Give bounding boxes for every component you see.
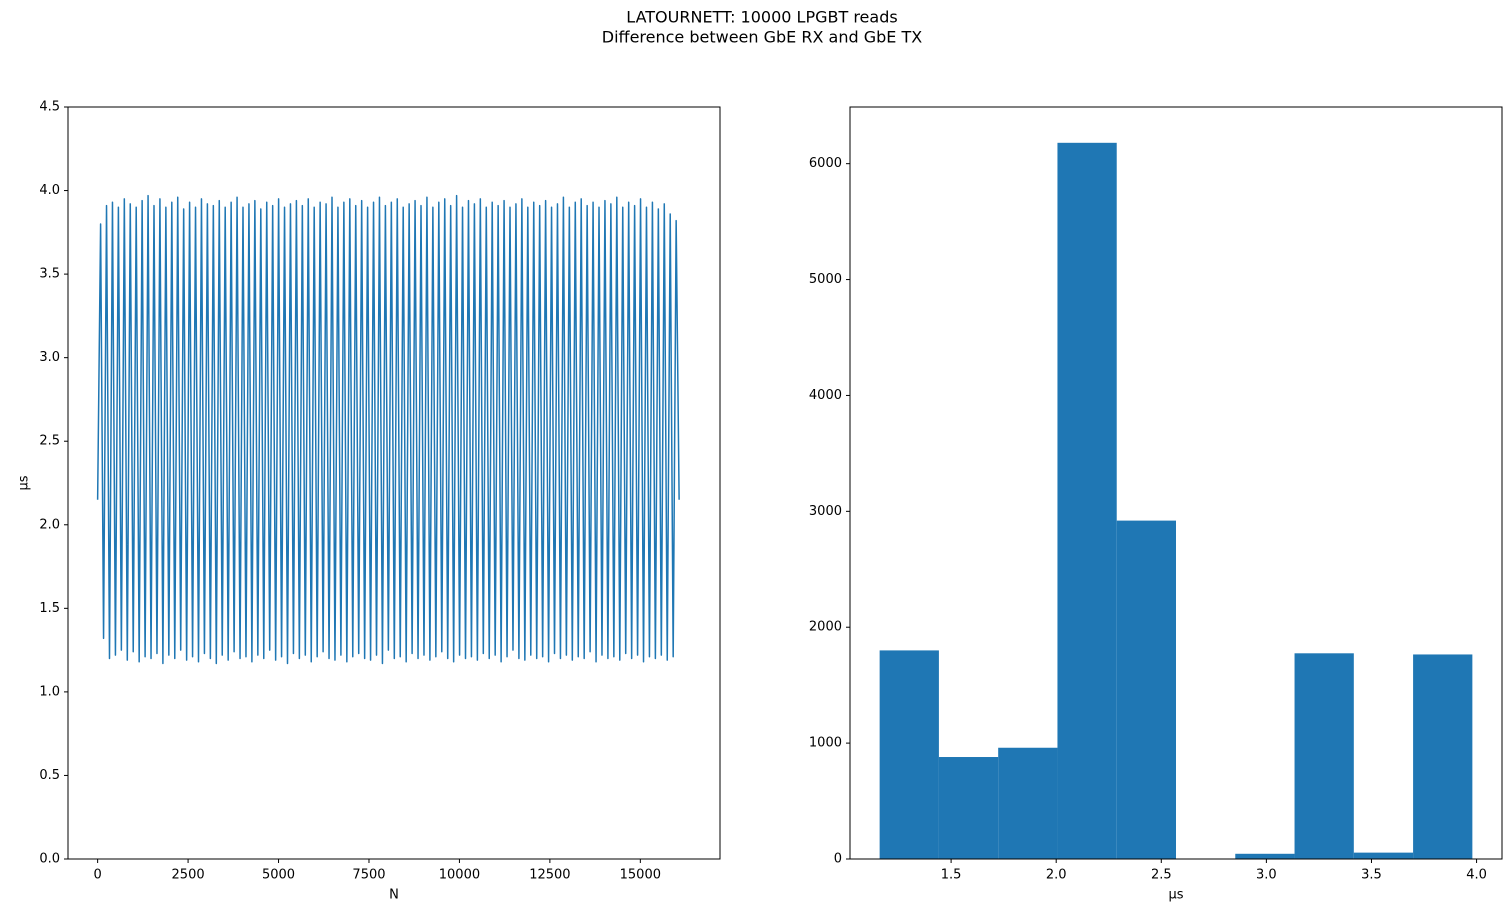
y-tick-label: 2.0 bbox=[39, 517, 60, 532]
chart-subtitle: Difference between GbE RX and GbE TX bbox=[602, 28, 922, 47]
x-tick-label: 12500 bbox=[529, 868, 570, 883]
x-tick-label: 3.0 bbox=[1256, 868, 1277, 883]
x-tick-label: 1.5 bbox=[941, 868, 962, 883]
x-axis-label: N bbox=[389, 888, 399, 903]
y-tick-label: 0.0 bbox=[39, 852, 60, 867]
x-tick-label: 2.5 bbox=[1151, 868, 1172, 883]
line bbox=[96, 194, 680, 665]
y-tick-label: 4.5 bbox=[39, 100, 60, 115]
y-tick-label: 3.0 bbox=[39, 350, 60, 365]
x-tick-label: 4.0 bbox=[1466, 868, 1487, 883]
y-tick-label: 1000 bbox=[809, 736, 842, 751]
x-tick-label: 7500 bbox=[352, 868, 385, 883]
x-tick-label: 10000 bbox=[439, 868, 480, 883]
axes-frame bbox=[849, 106, 1503, 860]
x-tick-label: 0 bbox=[93, 868, 101, 883]
y-tick-label: 1.5 bbox=[39, 601, 60, 616]
x-tick-label: 3.5 bbox=[1361, 868, 1382, 883]
histogram-bar bbox=[1353, 852, 1414, 859]
x-tick-label: 5000 bbox=[262, 868, 295, 883]
histogram-bar bbox=[1057, 142, 1117, 860]
histogram-bar bbox=[879, 650, 939, 859]
y-tick-label: 3000 bbox=[809, 504, 842, 519]
y-tick-label: 4.0 bbox=[39, 183, 60, 198]
x-tick-label: 2500 bbox=[172, 868, 205, 883]
histogram-bar bbox=[1116, 520, 1176, 859]
histogram-bar bbox=[938, 757, 999, 859]
y-tick-label: 6000 bbox=[809, 156, 842, 171]
axes-frame bbox=[67, 106, 721, 860]
y-axis-label: µs bbox=[17, 475, 32, 490]
chart-title: LATOURNETT: 10000 LPGBT reads bbox=[626, 8, 897, 27]
histogram-bar bbox=[1294, 653, 1354, 859]
y-tick-label: 1.0 bbox=[39, 684, 60, 699]
y-tick-label: 4000 bbox=[809, 388, 842, 403]
histogram-bar bbox=[1413, 654, 1473, 859]
y-tick-label: 2000 bbox=[809, 620, 842, 635]
histogram-bar bbox=[998, 747, 1058, 859]
y-tick-label: 3.5 bbox=[39, 267, 60, 282]
y-tick-label: 0.5 bbox=[39, 768, 60, 783]
y-tick-label: 0 bbox=[834, 852, 842, 867]
histogram-bar bbox=[1235, 853, 1295, 859]
y-tick-label: 5000 bbox=[809, 272, 842, 287]
x-tick-label: 15000 bbox=[620, 868, 661, 883]
x-axis-label: µs bbox=[1168, 888, 1183, 903]
y-tick-label: 2.5 bbox=[39, 434, 60, 449]
x-tick-label: 2.0 bbox=[1046, 868, 1067, 883]
